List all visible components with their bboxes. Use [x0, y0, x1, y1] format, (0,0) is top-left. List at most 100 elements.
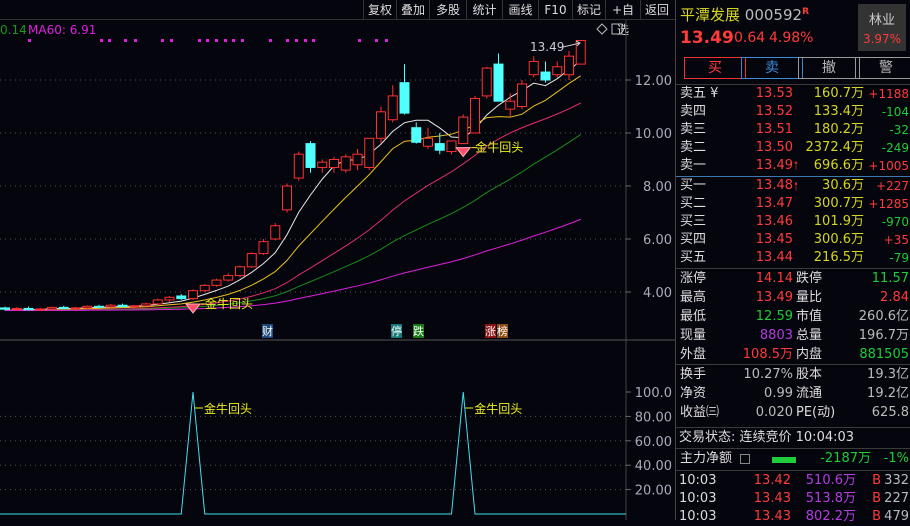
diamond-icon[interactable] [596, 23, 608, 35]
ma20-line [4, 102, 581, 311]
toolbar-button-6[interactable]: 标记 [572, 0, 605, 20]
list-icon[interactable] [740, 454, 750, 464]
level-volume: 180.2万 [813, 122, 864, 137]
funds-bar [772, 457, 796, 463]
candle [199, 284, 210, 292]
toolbar-button-7[interactable]: +自选 [605, 0, 640, 37]
stat-label: 外盘 [680, 347, 707, 362]
level-price: 13.49 [755, 158, 793, 173]
candle [282, 183, 292, 213]
ask-row: 卖二 13.50 2372.4万 -249 [676, 139, 910, 157]
level-delta: +35 [883, 233, 909, 247]
indicator-axis-label: 40.00 [635, 459, 672, 474]
candle [434, 133, 445, 155]
level-label: 卖三 [680, 122, 707, 137]
stat-label: 流通 [796, 386, 823, 401]
toolbar-button-4[interactable]: 画线 [502, 0, 538, 20]
stat-value: 0.020 [755, 405, 793, 420]
candle [340, 154, 351, 173]
level-label: 买四 [680, 232, 707, 247]
candle-body [517, 83, 527, 107]
candle-body [129, 305, 140, 308]
stat-value: 881505 [859, 347, 909, 362]
signal-dot [28, 39, 31, 42]
cancel-button[interactable]: 撤 [798, 57, 860, 79]
level-delta: +1188 [868, 87, 909, 101]
stat-label: 最高 [680, 290, 707, 305]
event-tag-bg [391, 324, 402, 338]
stat-value: 260.6亿 [858, 309, 909, 324]
toolbar-button-1[interactable]: 叠加 [396, 0, 429, 20]
candle [411, 122, 422, 144]
toolbar-button-8[interactable]: 返回 [640, 0, 673, 20]
toolbar-button-5[interactable]: F10 [538, 0, 572, 20]
candle-body [152, 299, 163, 305]
candle-body [446, 140, 457, 153]
tick-price: 13.43 [753, 509, 791, 524]
level-volume: 300.7万 [813, 196, 864, 211]
stat-row: 最高 13.49 量比 2.84 [676, 289, 910, 307]
candle-body [0, 307, 10, 310]
flag-badge: R [802, 7, 809, 17]
stat-value: 196.7万 [858, 328, 909, 343]
ma60-line [4, 218, 581, 312]
stat-label: 收益㈢ [680, 405, 720, 420]
stat-value: 14.14 [755, 271, 793, 286]
toolbar-button-2[interactable]: 多股 [429, 0, 466, 20]
stat-label: 股本 [796, 367, 823, 382]
buy-button[interactable]: 买 [684, 57, 746, 79]
level-volume: 2372.4万 [805, 140, 865, 155]
level-delta: +227 [876, 179, 909, 193]
signal-dot [385, 39, 388, 42]
event-tag: 榜 [497, 324, 508, 338]
candle-body [35, 308, 46, 311]
level-price: 13.48 [755, 178, 793, 193]
alert-button[interactable]: 警 [855, 57, 910, 79]
level-label: 买三 [680, 214, 707, 229]
candle [270, 223, 281, 241]
candle [329, 156, 339, 173]
sell-button[interactable]: 卖 [741, 57, 803, 79]
candle-body [270, 225, 281, 240]
panel-toggle-icon[interactable] [611, 23, 623, 35]
candle [540, 61, 551, 83]
candle-body [11, 307, 22, 310]
candle-body [117, 304, 128, 308]
candle-body [164, 296, 175, 301]
main-funds-value: -2187万 [820, 451, 871, 466]
stock-name: 平潭发展 [680, 6, 741, 24]
event-tag-bg [485, 324, 496, 338]
event-tag: 跌 [413, 324, 424, 338]
stat-label: 总量 [796, 328, 823, 343]
candle [82, 305, 93, 309]
sector-name: 林业 [868, 13, 895, 28]
tick-count: 227 [884, 491, 909, 506]
price-axis-label: 12.00 [635, 74, 672, 89]
level-delta: -104 [881, 105, 909, 119]
candle-body [82, 305, 93, 309]
candle-body [552, 66, 563, 76]
candle [352, 148, 363, 171]
candle-body [340, 156, 351, 171]
tick-row: 10:03 13.42 510.6万 B 332 [676, 472, 910, 490]
sector-box[interactable]: 林业 3.97% [858, 4, 906, 51]
level-price: 13.45 [755, 232, 793, 247]
level-price: 13.52 [755, 104, 793, 119]
toolbar-button-0[interactable]: 复权 [363, 0, 396, 20]
kline-chart[interactable]: 0.14 MA60: 6.91 12.00 10.00 8.00 6.00 4.00 13.4… [0, 20, 675, 520]
level-price: 13.44 [755, 250, 793, 265]
candle [70, 306, 81, 310]
toolbar-button-3[interactable]: 统计 [466, 0, 502, 20]
stat-value: 19.3亿 [867, 367, 909, 382]
tick-row: 10:03 13.43 513.8万 B 227 [676, 490, 910, 508]
candle-body [423, 137, 433, 147]
candle-body [293, 153, 304, 179]
stat-label: 最低 [680, 309, 707, 324]
stat-label: 换手 [680, 367, 707, 382]
level-label: 卖四 [680, 104, 707, 119]
candle-body [352, 153, 363, 166]
signal-dot [224, 39, 227, 42]
level-volume: 30.6万 [822, 178, 864, 193]
price-axis-label: 10.00 [635, 127, 672, 142]
candle [446, 140, 457, 155]
